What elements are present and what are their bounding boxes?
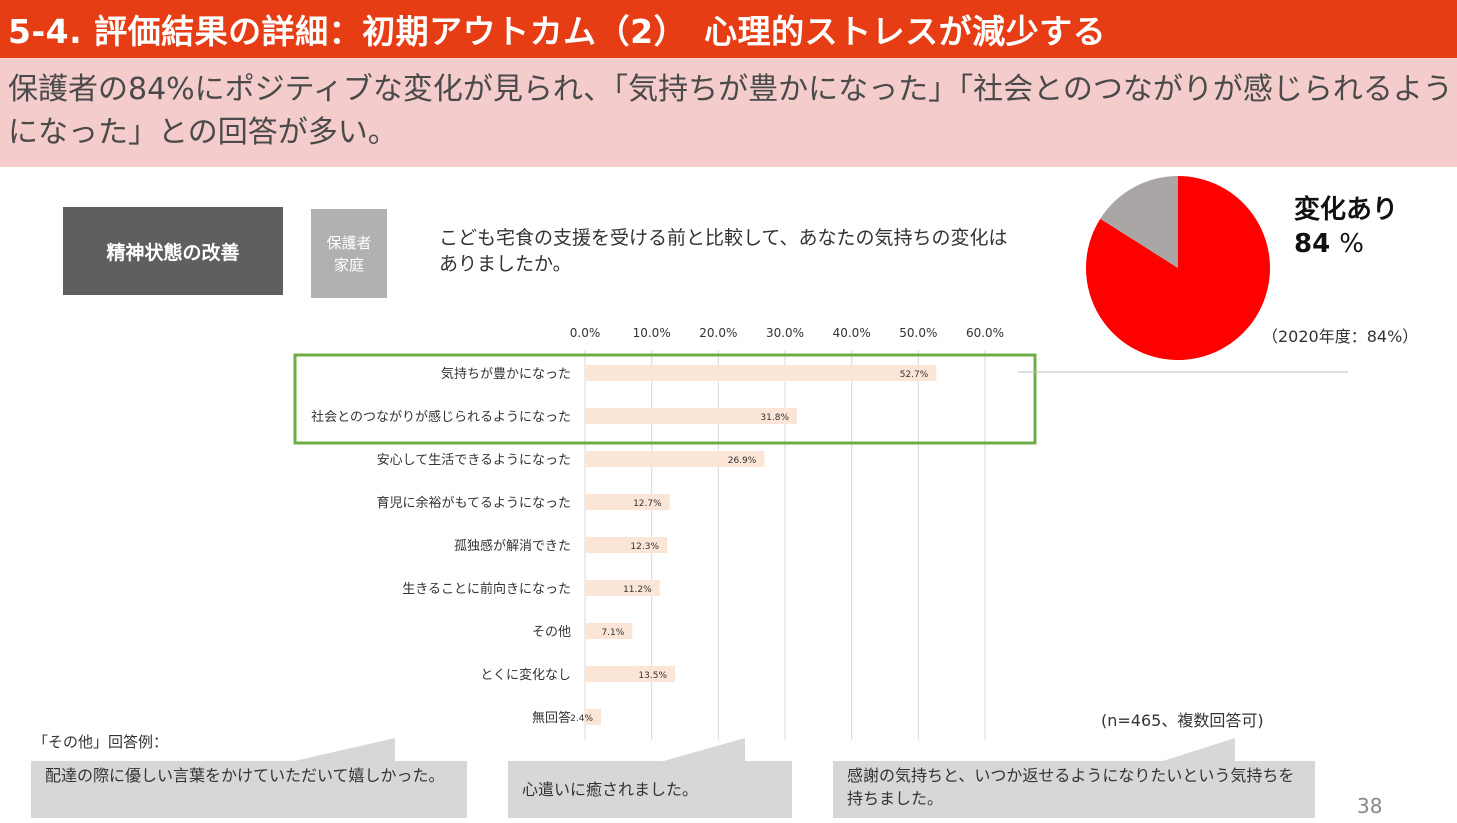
value-label: 12.3% [630, 542, 659, 552]
previous-year-note: （2020年度：84%） [1262, 327, 1419, 346]
x-tick-label: 10.0% [633, 326, 671, 340]
value-label: 2.4% [570, 714, 593, 724]
bar [585, 666, 675, 682]
bar [585, 537, 667, 553]
target-tag: 保護者 家庭 [311, 209, 387, 298]
title-bar: 5-4. 評価結果の詳細：初期アウトカム（2） 心理的ストレスが減少する [0, 0, 1457, 58]
category-label: 育児に余裕がもてるようになった [377, 495, 571, 511]
value-label: 7.1% [601, 628, 624, 638]
highlight-box [293, 353, 1037, 445]
pie-label-value: 84 [1294, 229, 1331, 259]
callout-text-3: 感謝の気持ちと、いつか返せるようになりたいという気持ちを持ちました。 [847, 766, 1295, 808]
survey-question: こども宅食の支援を受ける前と比較して、あなたの気持ちの変化はありましたか。 [439, 227, 1008, 275]
callout-bubble-2: 心遣いに癒されました。 [508, 761, 792, 818]
bar [585, 494, 670, 510]
bar [585, 365, 937, 381]
pie-slice [1100, 176, 1178, 268]
bar [585, 580, 660, 596]
chart-bars [585, 365, 937, 725]
callout-text-1: 配達の際に優しい言葉をかけていただいて嬉しかった。 [45, 766, 445, 785]
chart-category-labels: 気持ちが豊かになった社会とのつながりが感じられるようになった安心して生活できるよ… [311, 366, 571, 726]
value-label: 13.5% [638, 671, 667, 681]
callout-tail-1 [290, 738, 395, 762]
x-tick-label: 0.0% [570, 326, 601, 340]
callout-tail-3 [1160, 738, 1235, 762]
x-tick-label: 60.0% [966, 326, 1004, 340]
other-answers-heading: 「その他」回答例： [33, 733, 169, 751]
category-label: 生きることに前向きになった [402, 581, 571, 597]
value-label: 12.7% [633, 499, 662, 509]
bar [585, 451, 765, 467]
page-title: 5-4. 評価結果の詳細：初期アウトカム（2） 心理的ストレスが減少する [8, 12, 1107, 51]
chart-value-labels: 52.7% 31.8% 26.9% 12.7% 12.3% 11.2% 7.1% 13.5% 2… [570, 370, 929, 724]
value-label: 11.2% [623, 585, 652, 595]
category-label: その他 [532, 625, 571, 640]
x-tick-label: 50.0% [899, 326, 937, 340]
category-label: 気持ちが豊かになった [441, 366, 571, 382]
value-label: 52.7% [900, 370, 929, 380]
category-tag-label: 精神状態の改善 [106, 241, 240, 264]
bar [585, 709, 601, 725]
summary-band: 保護者の84%にポジティブな変化が見られ、「気持ちが豊かになった」「社会とのつな… [0, 58, 1457, 167]
page-number: 38 [1357, 794, 1383, 818]
category-label: 孤独感が解消できた [454, 538, 571, 554]
value-label: 31.8% [760, 413, 789, 423]
category-label: 社会とのつながりが感じられるようになった [311, 409, 571, 425]
chart-x-ticks: 0.0% 10.0% 20.0% 30.0% 40.0% 50.0% 60.0% [570, 326, 1004, 340]
target-tag-line1: 保護者 [326, 233, 372, 252]
x-tick-label: 30.0% [766, 326, 804, 340]
x-tick-label: 40.0% [833, 326, 871, 340]
pie-chart [1086, 176, 1270, 360]
bar [585, 623, 633, 639]
callout-bubble-3: 感謝の気持ちと、いつか返せるようになりたいという気持ちを持ちました。 [833, 761, 1315, 818]
category-label: とくに変化なし [480, 667, 571, 683]
callout-tail-2 [660, 738, 745, 762]
summary-text: 保護者の84%にポジティブな変化が見られ、「気持ちが豊かになった」「社会とのつな… [8, 72, 1453, 150]
category-label: 安心して生活できるようになった [377, 453, 571, 468]
pie-label-title: 変化あり [1294, 195, 1399, 225]
target-tag-line2: 家庭 [333, 255, 364, 274]
category-tag: 精神状態の改善 [63, 207, 283, 295]
pie-label: 変化あり 84 % [1294, 193, 1398, 261]
value-label: 26.9% [728, 456, 757, 466]
sample-size-note: (n=465、複数回答可) [1101, 711, 1264, 730]
category-label: 無回答 [532, 710, 571, 726]
callout-bubble-1: 配達の際に優しい言葉をかけていただいて嬉しかった。 [31, 761, 467, 818]
callout-text-2: 心遣いに癒されました。 [522, 780, 699, 799]
pie-label-unit: % [1339, 229, 1364, 259]
x-tick-label: 20.0% [699, 326, 737, 340]
bar [585, 408, 797, 424]
